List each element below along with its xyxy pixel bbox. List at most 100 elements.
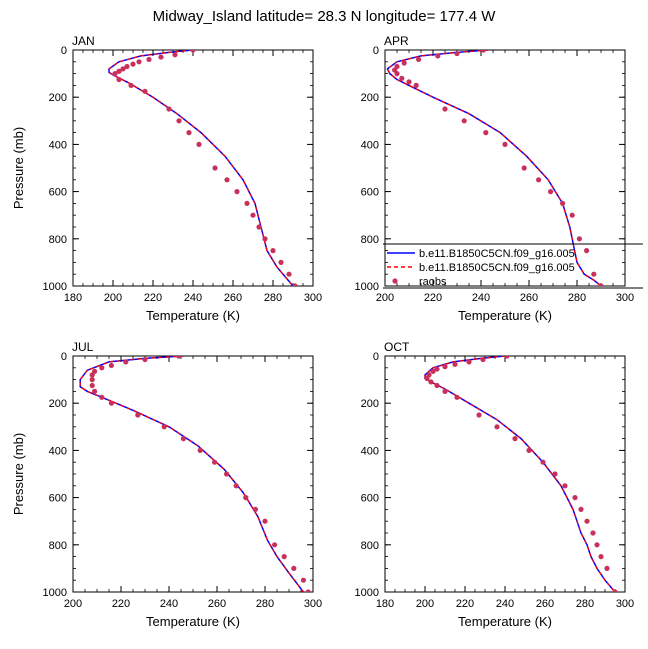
raobs-point — [89, 382, 95, 389]
x-tick-label: 300 — [616, 598, 634, 610]
model-line-dashed — [424, 356, 616, 592]
raobs-point — [406, 79, 412, 85]
raobs-point — [166, 106, 172, 112]
x-tick-label: 220 — [456, 598, 474, 610]
raobs-point — [401, 60, 407, 66]
y-tick-label: 400 — [49, 139, 67, 151]
raobs-point — [604, 565, 610, 572]
x-tick-label: 260 — [536, 598, 554, 610]
x-tick-label: 200 — [376, 292, 394, 304]
model-line-solid — [79, 356, 304, 592]
legend: b.e11.B1850C5CN.f09_g16.005 b.e11.B1850C5… — [383, 243, 643, 289]
raobs-point — [394, 71, 400, 77]
raobs-point — [136, 59, 142, 65]
x-tick-label: 240 — [184, 292, 202, 304]
y-tick-label: 400 — [361, 445, 379, 457]
raobs-point — [612, 589, 618, 592]
raobs-point — [434, 366, 440, 372]
raobs-point — [300, 577, 306, 583]
raobs-point — [256, 224, 262, 230]
raobs-point — [562, 483, 568, 489]
raobs-point — [252, 506, 258, 512]
panel-jul: 200 220 240 260 280 300 0 200 400 600 800 1000 Tempe… — [11, 340, 322, 629]
model-line-dashed — [79, 356, 304, 592]
model-line-dashed — [386, 50, 602, 286]
raobs-point — [116, 68, 122, 74]
raobs-point — [466, 359, 472, 365]
raobs-point — [108, 362, 114, 369]
raobs-point — [212, 459, 218, 465]
raobs-point — [176, 118, 182, 124]
raobs-point — [483, 130, 489, 136]
raobs-point — [594, 542, 600, 548]
raobs-point — [291, 565, 297, 572]
raobs-point — [99, 365, 105, 371]
y-tick-label: 0 — [373, 351, 379, 363]
raobs-point — [578, 506, 584, 512]
y-tick-label: 1000 — [355, 587, 379, 599]
raobs-point — [233, 483, 239, 489]
y-tick-label: 1000 — [43, 281, 67, 293]
panel-label: APR — [384, 34, 409, 48]
series-group — [79, 356, 311, 592]
raobs-point — [521, 165, 527, 171]
raobs-point — [576, 236, 583, 242]
raobs-point — [116, 76, 122, 83]
y-tick-label: 600 — [361, 493, 379, 505]
legend-label: b.e11.B1850C5CN.f09_g16.005 — [419, 248, 575, 260]
raobs-point — [186, 130, 192, 136]
raobs-point — [89, 372, 95, 378]
raobs-point — [424, 375, 430, 382]
raobs-point — [512, 436, 518, 442]
raobs-point — [120, 66, 126, 72]
x-tick-label: 220 — [144, 292, 162, 304]
raobs-point — [461, 118, 467, 124]
raobs-point — [123, 359, 129, 365]
legend-label: raobs — [419, 276, 447, 288]
y-axis-label: Pressure (mb) — [11, 433, 26, 515]
x-tick-label: 220 — [424, 292, 442, 304]
raobs-point — [212, 165, 218, 171]
x-tick-label: 280 — [576, 598, 594, 610]
x-tick-label: 220 — [112, 598, 130, 610]
raobs-point — [124, 63, 130, 70]
y-tick-label: 600 — [361, 187, 379, 199]
raobs-point — [502, 141, 508, 147]
x-tick-label: 180 — [376, 598, 394, 610]
x-tick-label: 200 — [416, 598, 434, 610]
raobs-point — [244, 200, 250, 206]
y-tick-label: 800 — [49, 234, 67, 246]
raobs-point — [305, 589, 311, 592]
raobs-point — [552, 471, 558, 477]
raobs-point — [584, 248, 590, 254]
raobs-point — [584, 518, 590, 524]
raobs-point — [454, 394, 460, 400]
raobs-point — [286, 271, 292, 277]
raobs-point — [504, 356, 510, 359]
raobs-point — [196, 141, 202, 147]
y-tick-label: 0 — [61, 45, 67, 57]
raobs-point — [494, 424, 500, 430]
series-group — [386, 50, 604, 286]
raobs-point — [416, 56, 422, 63]
raobs-point — [548, 189, 554, 195]
raobs-point — [278, 259, 284, 265]
raobs-point — [272, 542, 278, 548]
raobs-point — [536, 177, 542, 183]
legend-label: b.e11.B1850C5CN.f09_g16.005 — [419, 262, 575, 274]
raobs-point — [99, 394, 105, 400]
raobs-point — [480, 50, 486, 53]
y-tick-label: 200 — [49, 398, 67, 410]
raobs-point — [480, 356, 486, 363]
raobs-point — [158, 54, 164, 60]
x-tick-label: 240 — [496, 598, 514, 610]
y-axis-label: Pressure (mb) — [11, 127, 26, 209]
raobs-point — [224, 471, 230, 477]
series-group — [108, 50, 298, 286]
raobs-point — [135, 412, 141, 418]
raobs-point — [572, 495, 578, 501]
raobs-point — [434, 382, 440, 389]
x-tick-label: 240 — [160, 598, 178, 610]
x-tick-label: 180 — [64, 292, 82, 304]
